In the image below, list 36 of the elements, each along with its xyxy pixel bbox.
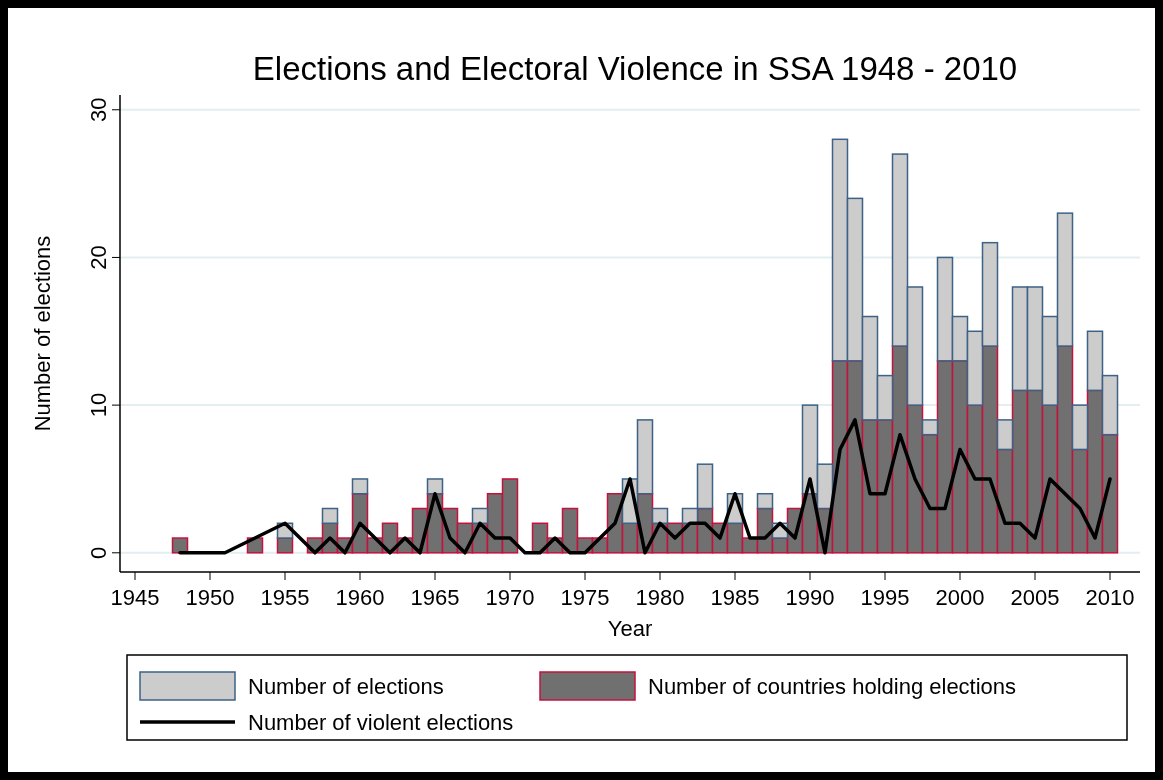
x-tick-label: 1965 — [410, 585, 460, 610]
bar — [1071, 404, 1089, 451]
x-tick-label: 1990 — [785, 585, 835, 610]
bar — [756, 492, 774, 510]
bar — [651, 507, 669, 525]
bar — [276, 537, 294, 554]
x-tick-label: 1945 — [110, 585, 160, 610]
x-tick-label: 1950 — [185, 585, 235, 610]
legend-label: Number of violent elections — [248, 710, 514, 735]
x-tick-label: 1975 — [560, 585, 610, 610]
x-tick-label: 1970 — [485, 585, 535, 610]
y-tick-label: 30 — [86, 97, 111, 123]
bar — [171, 537, 189, 554]
chart-title: Elections and Electoral Violence in SSA 1948 - 2010 — [252, 50, 1018, 87]
line-series — [178, 418, 1112, 555]
y-tick-label: 20 — [86, 245, 111, 270]
bar — [426, 478, 444, 495]
x-axis-title: Year — [607, 616, 653, 641]
x-tick-label: 1960 — [335, 585, 385, 610]
x-tick-label: 1955 — [260, 585, 310, 610]
bar — [996, 419, 1014, 451]
y-axis-title: Number of elections — [30, 235, 55, 432]
bar — [921, 419, 939, 436]
bar — [471, 507, 489, 525]
x-tick-label: 1985 — [710, 585, 760, 610]
bar — [351, 478, 369, 495]
legend-label: Number of countries holding elections — [648, 674, 1017, 699]
x-tick-label: 2005 — [1010, 585, 1060, 610]
bar — [321, 507, 339, 525]
legend-label: Number of elections — [248, 674, 444, 699]
x-tick-label: 1980 — [635, 585, 685, 610]
y-tick-label: 10 — [86, 392, 111, 418]
x-tick-label: 2010 — [1085, 585, 1135, 610]
y-tick-label: 0 — [86, 546, 111, 559]
x-tick-label: 2000 — [935, 585, 985, 610]
x-tick-label: 1995 — [860, 585, 910, 610]
